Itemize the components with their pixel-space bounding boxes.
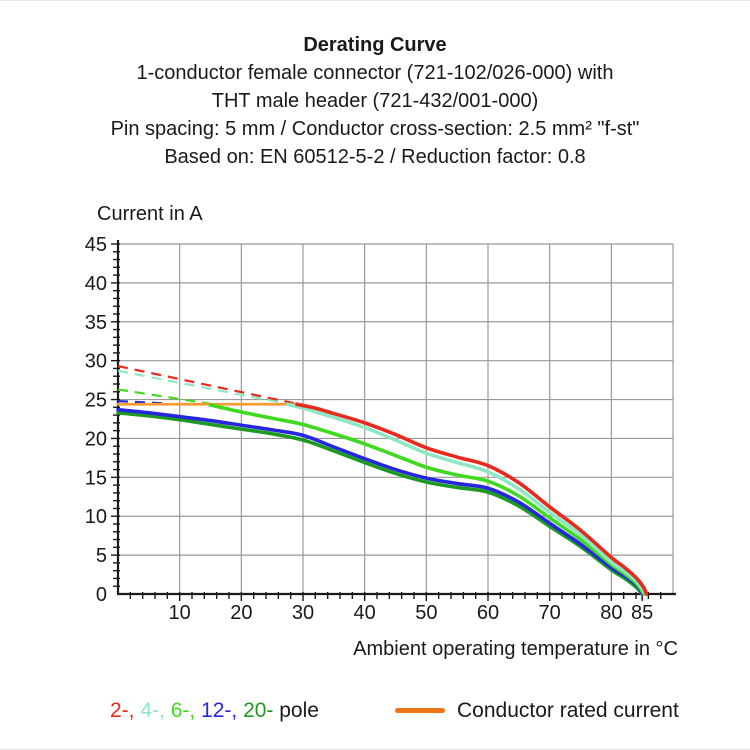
solid-curve-20-pole [116, 410, 644, 596]
svg-text:45: 45 [85, 234, 107, 256]
svg-text:10: 10 [169, 602, 191, 624]
legend-item-6-pole: 6-, [170, 699, 202, 722]
svg-text:40: 40 [85, 273, 107, 295]
dashed-curve-6-pole [117, 388, 211, 405]
chart-subtitle-line-3: Pin spacing: 5 mm / Conductor cross-sect… [110, 118, 640, 140]
svg-text:60: 60 [477, 602, 499, 624]
solid-curve-4-pole [285, 402, 648, 596]
svg-text:80: 80 [600, 602, 622, 624]
svg-text:85: 85 [631, 602, 653, 624]
svg-text:0: 0 [96, 584, 107, 606]
svg-text:70: 70 [539, 602, 561, 624]
svg-text:20: 20 [85, 428, 107, 450]
svg-text:50: 50 [415, 602, 437, 624]
chart-subtitle-line-4: Based on: EN 60512-5-2 / Reduction facto… [164, 146, 586, 168]
svg-text:30: 30 [292, 602, 314, 624]
pole-count-legend: 2-, 4-, 6-, 12-, 20- pole [110, 699, 319, 723]
svg-text:20: 20 [230, 602, 252, 624]
solid-curve-6-pole [208, 403, 646, 596]
chart-subtitle-line-2: THT male header (721-432/001-000) [211, 90, 539, 112]
svg-text:10: 10 [85, 506, 107, 528]
y-tick-labels: 0 5 10 15 20 25 30 35 40 45 [85, 234, 107, 606]
legend-item-2-pole: 2-, [110, 699, 141, 722]
svg-text:25: 25 [85, 390, 107, 412]
legend-item-20-pole: 20- [243, 699, 274, 722]
svg-text:15: 15 [85, 467, 107, 489]
axes [116, 240, 676, 596]
x-axis-title: Ambient operating temperature in °C [353, 638, 678, 660]
dashed-curve-4-pole [117, 369, 288, 405]
chart-title: Derating Curve [303, 34, 447, 56]
rated-current-legend-label: Conductor rated current [457, 699, 679, 722]
grid-lines [118, 243, 674, 594]
svg-text:40: 40 [354, 602, 376, 624]
dashed-curve-2-pole [117, 365, 298, 405]
legend-item-12-pole: 12-, [201, 699, 244, 722]
legend-item-4-pole: 4-, [140, 699, 171, 722]
solid-curves [116, 402, 649, 596]
title-block: Derating Curve 1-conductor female connec… [0, 31, 750, 171]
y-axis-title: Current in A [97, 203, 203, 225]
solid-curve-2-pole [295, 402, 649, 596]
dashed-curves [117, 365, 298, 405]
svg-text:35: 35 [85, 312, 107, 334]
svg-text:5: 5 [96, 545, 107, 567]
chart-subtitle-line-1: 1-conductor female connector (721-102/02… [136, 62, 614, 84]
x-tick-labels: 10 20 30 40 50 60 70 80 85 [169, 602, 654, 624]
legend-pole-suffix: pole [273, 699, 319, 722]
svg-text:30: 30 [85, 351, 107, 373]
rated-current-line-swatch [395, 708, 445, 713]
solid-curve-12-pole [116, 407, 645, 596]
